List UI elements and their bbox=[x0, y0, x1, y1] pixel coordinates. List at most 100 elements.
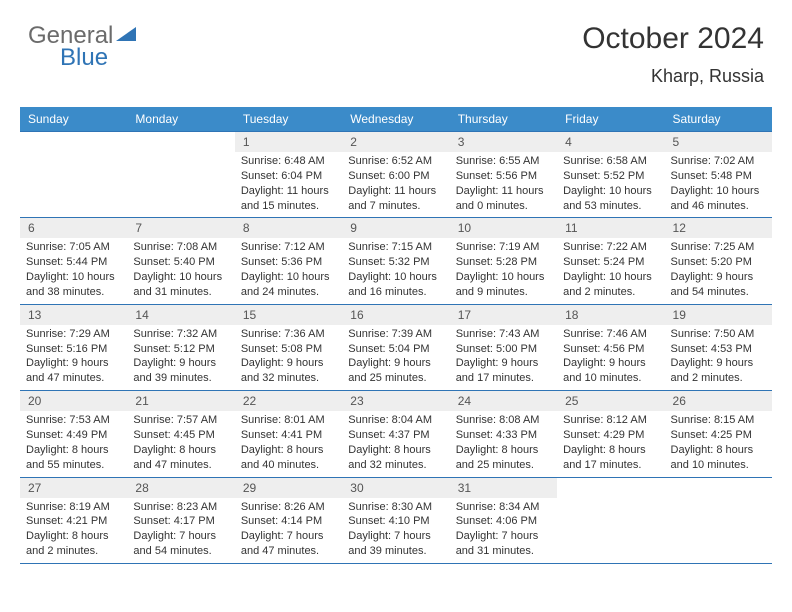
day-number: 21 bbox=[127, 391, 234, 411]
day-number: 18 bbox=[557, 305, 664, 325]
day-number: 25 bbox=[557, 391, 664, 411]
day-cell: 1Sunrise: 6:48 AMSunset: 6:04 PMDaylight… bbox=[235, 132, 342, 218]
day-cell: 16Sunrise: 7:39 AMSunset: 5:04 PMDayligh… bbox=[342, 304, 449, 390]
day-number: 31 bbox=[450, 478, 557, 498]
day-cell: 20Sunrise: 7:53 AMSunset: 4:49 PMDayligh… bbox=[20, 391, 127, 477]
day-number: 8 bbox=[235, 218, 342, 238]
day-details: Sunrise: 7:05 AMSunset: 5:44 PMDaylight:… bbox=[20, 238, 127, 303]
day-number: 4 bbox=[557, 132, 664, 152]
day-cell: 13Sunrise: 7:29 AMSunset: 5:16 PMDayligh… bbox=[20, 304, 127, 390]
day-details: Sunrise: 7:36 AMSunset: 5:08 PMDaylight:… bbox=[235, 325, 342, 390]
day-details: Sunrise: 7:39 AMSunset: 5:04 PMDaylight:… bbox=[342, 325, 449, 390]
day-details: Sunrise: 7:19 AMSunset: 5:28 PMDaylight:… bbox=[450, 238, 557, 303]
day-details: Sunrise: 6:58 AMSunset: 5:52 PMDaylight:… bbox=[557, 152, 664, 217]
day-details: Sunrise: 7:32 AMSunset: 5:12 PMDaylight:… bbox=[127, 325, 234, 390]
day-header-monday: Monday bbox=[127, 107, 234, 132]
day-number: 11 bbox=[557, 218, 664, 238]
week-row: 6Sunrise: 7:05 AMSunset: 5:44 PMDaylight… bbox=[20, 218, 772, 304]
day-details: Sunrise: 8:08 AMSunset: 4:33 PMDaylight:… bbox=[450, 411, 557, 476]
day-details: Sunrise: 6:52 AMSunset: 6:00 PMDaylight:… bbox=[342, 152, 449, 217]
day-details: Sunrise: 7:50 AMSunset: 4:53 PMDaylight:… bbox=[665, 325, 772, 390]
day-number: 6 bbox=[20, 218, 127, 238]
day-details: Sunrise: 7:57 AMSunset: 4:45 PMDaylight:… bbox=[127, 411, 234, 476]
day-details: Sunrise: 7:02 AMSunset: 5:48 PMDaylight:… bbox=[665, 152, 772, 217]
month-title: October 2024 bbox=[582, 22, 764, 56]
day-cell: 30Sunrise: 8:30 AMSunset: 4:10 PMDayligh… bbox=[342, 477, 449, 563]
calendar-table: SundayMondayTuesdayWednesdayThursdayFrid… bbox=[20, 107, 772, 564]
title-block: October 2024 Kharp, Russia bbox=[582, 22, 764, 87]
day-details: Sunrise: 7:22 AMSunset: 5:24 PMDaylight:… bbox=[557, 238, 664, 303]
day-cell: 19Sunrise: 7:50 AMSunset: 4:53 PMDayligh… bbox=[665, 304, 772, 390]
day-number: 29 bbox=[235, 478, 342, 498]
day-header-thursday: Thursday bbox=[450, 107, 557, 132]
day-details: Sunrise: 8:15 AMSunset: 4:25 PMDaylight:… bbox=[665, 411, 772, 476]
day-details: Sunrise: 8:01 AMSunset: 4:41 PMDaylight:… bbox=[235, 411, 342, 476]
day-details: Sunrise: 7:08 AMSunset: 5:40 PMDaylight:… bbox=[127, 238, 234, 303]
day-cell: 11Sunrise: 7:22 AMSunset: 5:24 PMDayligh… bbox=[557, 218, 664, 304]
day-cell: 6Sunrise: 7:05 AMSunset: 5:44 PMDaylight… bbox=[20, 218, 127, 304]
week-row: 1Sunrise: 6:48 AMSunset: 6:04 PMDaylight… bbox=[20, 132, 772, 218]
day-details: Sunrise: 7:15 AMSunset: 5:32 PMDaylight:… bbox=[342, 238, 449, 303]
location-label: Kharp, Russia bbox=[582, 66, 764, 87]
day-cell: 9Sunrise: 7:15 AMSunset: 5:32 PMDaylight… bbox=[342, 218, 449, 304]
day-cell: 17Sunrise: 7:43 AMSunset: 5:00 PMDayligh… bbox=[450, 304, 557, 390]
day-cell bbox=[20, 132, 127, 218]
day-number: 2 bbox=[342, 132, 449, 152]
day-cell: 3Sunrise: 6:55 AMSunset: 5:56 PMDaylight… bbox=[450, 132, 557, 218]
day-number: 1 bbox=[235, 132, 342, 152]
day-number: 3 bbox=[450, 132, 557, 152]
day-details: Sunrise: 8:34 AMSunset: 4:06 PMDaylight:… bbox=[450, 498, 557, 563]
day-number: 15 bbox=[235, 305, 342, 325]
day-details: Sunrise: 8:23 AMSunset: 4:17 PMDaylight:… bbox=[127, 498, 234, 563]
day-cell: 24Sunrise: 8:08 AMSunset: 4:33 PMDayligh… bbox=[450, 391, 557, 477]
day-details: Sunrise: 8:12 AMSunset: 4:29 PMDaylight:… bbox=[557, 411, 664, 476]
day-header-sunday: Sunday bbox=[20, 107, 127, 132]
day-details: Sunrise: 7:12 AMSunset: 5:36 PMDaylight:… bbox=[235, 238, 342, 303]
day-number: 16 bbox=[342, 305, 449, 325]
day-number: 27 bbox=[20, 478, 127, 498]
day-details: Sunrise: 6:55 AMSunset: 5:56 PMDaylight:… bbox=[450, 152, 557, 217]
day-cell: 4Sunrise: 6:58 AMSunset: 5:52 PMDaylight… bbox=[557, 132, 664, 218]
day-number: 30 bbox=[342, 478, 449, 498]
day-number: 10 bbox=[450, 218, 557, 238]
day-number: 14 bbox=[127, 305, 234, 325]
week-row: 13Sunrise: 7:29 AMSunset: 5:16 PMDayligh… bbox=[20, 304, 772, 390]
day-header-saturday: Saturday bbox=[665, 107, 772, 132]
week-row: 27Sunrise: 8:19 AMSunset: 4:21 PMDayligh… bbox=[20, 477, 772, 563]
day-cell: 5Sunrise: 7:02 AMSunset: 5:48 PMDaylight… bbox=[665, 132, 772, 218]
day-number: 22 bbox=[235, 391, 342, 411]
day-cell: 28Sunrise: 8:23 AMSunset: 4:17 PMDayligh… bbox=[127, 477, 234, 563]
day-details: Sunrise: 8:26 AMSunset: 4:14 PMDaylight:… bbox=[235, 498, 342, 563]
day-number: 5 bbox=[665, 132, 772, 152]
day-cell: 7Sunrise: 7:08 AMSunset: 5:40 PMDaylight… bbox=[127, 218, 234, 304]
day-cell bbox=[665, 477, 772, 563]
day-cell: 23Sunrise: 8:04 AMSunset: 4:37 PMDayligh… bbox=[342, 391, 449, 477]
day-number: 13 bbox=[20, 305, 127, 325]
day-details: Sunrise: 8:30 AMSunset: 4:10 PMDaylight:… bbox=[342, 498, 449, 563]
day-cell bbox=[557, 477, 664, 563]
day-cell: 8Sunrise: 7:12 AMSunset: 5:36 PMDaylight… bbox=[235, 218, 342, 304]
day-number: 7 bbox=[127, 218, 234, 238]
day-details: Sunrise: 7:53 AMSunset: 4:49 PMDaylight:… bbox=[20, 411, 127, 476]
day-details: Sunrise: 6:48 AMSunset: 6:04 PMDaylight:… bbox=[235, 152, 342, 217]
day-number: 28 bbox=[127, 478, 234, 498]
day-details: Sunrise: 7:29 AMSunset: 5:16 PMDaylight:… bbox=[20, 325, 127, 390]
day-cell: 14Sunrise: 7:32 AMSunset: 5:12 PMDayligh… bbox=[127, 304, 234, 390]
day-cell: 22Sunrise: 8:01 AMSunset: 4:41 PMDayligh… bbox=[235, 391, 342, 477]
day-cell bbox=[127, 132, 234, 218]
day-details: Sunrise: 7:43 AMSunset: 5:00 PMDaylight:… bbox=[450, 325, 557, 390]
day-number: 24 bbox=[450, 391, 557, 411]
day-header-tuesday: Tuesday bbox=[235, 107, 342, 132]
week-row: 20Sunrise: 7:53 AMSunset: 4:49 PMDayligh… bbox=[20, 391, 772, 477]
day-cell: 26Sunrise: 8:15 AMSunset: 4:25 PMDayligh… bbox=[665, 391, 772, 477]
day-number: 19 bbox=[665, 305, 772, 325]
day-number: 12 bbox=[665, 218, 772, 238]
day-number: 20 bbox=[20, 391, 127, 411]
day-cell: 31Sunrise: 8:34 AMSunset: 4:06 PMDayligh… bbox=[450, 477, 557, 563]
logo-text-blue: Blue bbox=[60, 44, 140, 72]
day-details: Sunrise: 8:19 AMSunset: 4:21 PMDaylight:… bbox=[20, 498, 127, 563]
day-cell: 29Sunrise: 8:26 AMSunset: 4:14 PMDayligh… bbox=[235, 477, 342, 563]
day-header-row: SundayMondayTuesdayWednesdayThursdayFrid… bbox=[20, 107, 772, 132]
day-cell: 10Sunrise: 7:19 AMSunset: 5:28 PMDayligh… bbox=[450, 218, 557, 304]
day-cell: 25Sunrise: 8:12 AMSunset: 4:29 PMDayligh… bbox=[557, 391, 664, 477]
